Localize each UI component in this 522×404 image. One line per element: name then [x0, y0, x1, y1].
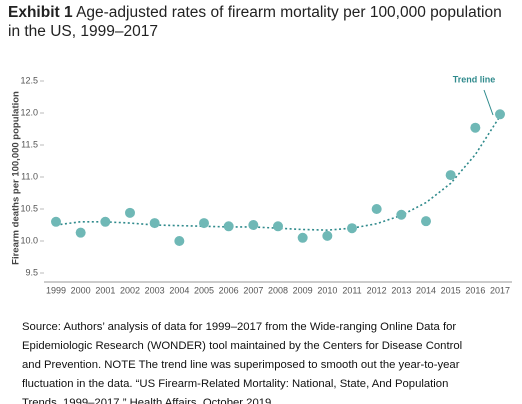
x-tick-label: 2017 — [490, 285, 510, 295]
y-tick-label: 10.5 — [20, 203, 38, 213]
title: Exhibit 1 Age-adjusted rates of firearm … — [8, 3, 518, 41]
point — [75, 227, 86, 238]
annotation-leader — [483, 89, 494, 116]
point — [174, 236, 185, 246]
x-tick-label: 2014 — [416, 285, 436, 295]
x-tick-label: 2008 — [268, 285, 288, 295]
x-tick-label: 2009 — [293, 285, 313, 295]
x-tick-label: 2007 — [243, 285, 263, 295]
x-tick-label: 2006 — [219, 285, 239, 295]
y-tick-label: 12.0 — [20, 107, 38, 117]
y-tick-label: 10.0 — [20, 235, 38, 245]
chart-title: Age-adjusted rates of firearm mortality … — [8, 4, 502, 40]
x-tick-label: 2000 — [71, 285, 91, 295]
point — [322, 230, 333, 241]
title-label: Exhibit 1 — [8, 4, 73, 21]
point — [495, 109, 505, 120]
point — [371, 204, 382, 214]
x-tick-label: 2003 — [145, 285, 165, 295]
x-tick-label: 2010 — [317, 285, 337, 295]
source-line: Source: Authors’ analysis of data for 19… — [22, 321, 457, 333]
trend-annotation: Trend line — [453, 74, 496, 84]
source: Source: Authors’ analysis of data for 19… — [22, 318, 462, 404]
y-tick-label: 11.5 — [21, 139, 38, 149]
y-tick-label: 9.5 — [25, 267, 38, 277]
x-tick-label: 2015 — [441, 285, 461, 295]
x-tick-label: 2012 — [367, 285, 387, 295]
point — [396, 209, 407, 220]
y-tick-label: 12.5 — [20, 75, 38, 85]
x-tick-label: 2016 — [465, 285, 485, 295]
chart: Firearm deaths per 100,000 population 9.… — [11, 74, 512, 295]
x-tick-label: 1999 — [46, 285, 66, 295]
point — [199, 218, 209, 229]
point — [347, 223, 357, 234]
point — [100, 216, 111, 227]
x-tick-label: 2013 — [391, 285, 411, 295]
source-line: and Prevention. NOTE The trend line was … — [22, 359, 460, 371]
x-tick-label: 2004 — [169, 285, 189, 295]
x-tick-label: 2011 — [342, 285, 361, 295]
point — [445, 170, 456, 181]
point — [297, 232, 308, 243]
point — [125, 207, 135, 218]
point — [149, 218, 160, 229]
x-tick-label: 2005 — [194, 285, 214, 295]
point — [421, 216, 431, 227]
point — [470, 122, 481, 133]
y-tick-label: 11.0 — [21, 171, 38, 181]
source-line: fluctuation in the data. “US Firearm-Rel… — [22, 378, 449, 390]
trend-line — [55, 115, 501, 231]
point — [51, 216, 61, 227]
point — [248, 220, 259, 230]
x-tick-label: 2002 — [120, 285, 140, 295]
point — [223, 221, 234, 232]
point — [273, 221, 283, 232]
source-line: Epidemiologic Research (WONDER) tool mai… — [22, 340, 463, 352]
source-line: Trends, 1999–2017,” Health Affairs ,Octo… — [22, 397, 272, 404]
x-tick-label: 2001 — [95, 285, 115, 295]
y-axis-label: Firearm deaths per 100,000 population — [11, 91, 22, 265]
